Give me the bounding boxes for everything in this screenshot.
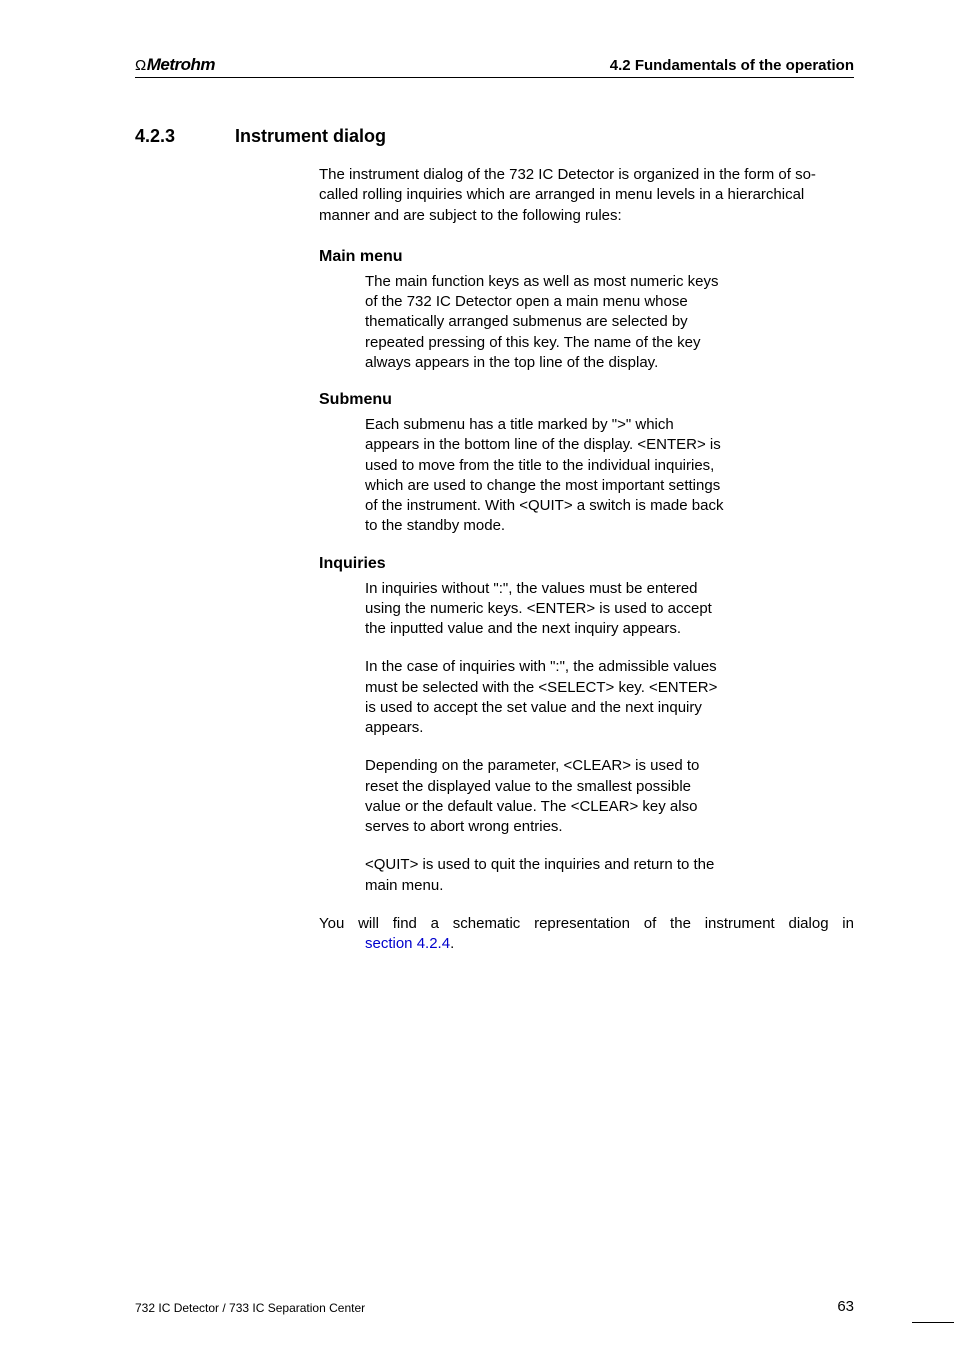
section-link[interactable]: section 4.2.4 <box>365 935 450 952</box>
paragraph: <QUIT> is used to quit the inquiries and… <box>365 855 724 896</box>
subheading-main-menu: Main menu <box>319 248 854 266</box>
paragraph: In the case of inquiries with ":", the a… <box>365 657 724 738</box>
block-submenu: Submenu Each submenu has a title marked … <box>135 391 854 537</box>
subheading-submenu: Submenu <box>319 391 854 409</box>
intro-paragraph: The instrument dialog of the 732 IC Dete… <box>319 165 854 226</box>
page-footer: 732 IC Detector / 733 IC Separation Cent… <box>135 1298 854 1315</box>
document-page: ΩMetrohm 4.2 Fundamentals of the operati… <box>0 0 954 1351</box>
logo-omega-icon: Ω <box>135 57 146 74</box>
paragraph: Depending on the parameter, <CLEAR> is u… <box>365 756 724 837</box>
closing-line1: You will find a schematic representation… <box>319 914 854 934</box>
paragraph: In inquiries without ":", the values mus… <box>365 579 724 640</box>
brand-logo: ΩMetrohm <box>135 55 215 75</box>
page-header: ΩMetrohm 4.2 Fundamentals of the operati… <box>135 55 854 78</box>
block-main-menu: Main menu The main function keys as well… <box>135 248 854 373</box>
footer-title: 732 IC Detector / 733 IC Separation Cent… <box>135 1301 365 1315</box>
paragraph: The main function keys as well as most n… <box>365 272 724 373</box>
section-heading-row: 4.2.3 Instrument dialog <box>135 126 854 147</box>
subheading-inquiries: Inquiries <box>319 555 854 573</box>
intro-block: The instrument dialog of the 732 IC Dete… <box>319 165 854 226</box>
logo-text: Metrohm <box>147 55 215 75</box>
section-number: 4.2.3 <box>135 126 235 147</box>
section-title: Instrument dialog <box>235 126 386 147</box>
closing-line2: section 4.2.4. <box>365 934 854 954</box>
paragraph: Each submenu has a title marked by ">" w… <box>365 415 724 537</box>
block-inquiries: Inquiries In inquiries without ":", the … <box>135 555 854 896</box>
header-section-ref: 4.2 Fundamentals of the operation <box>610 57 854 74</box>
closing-suffix: . <box>450 935 454 952</box>
footer-rule <box>912 1322 954 1323</box>
page-number: 63 <box>837 1298 854 1315</box>
